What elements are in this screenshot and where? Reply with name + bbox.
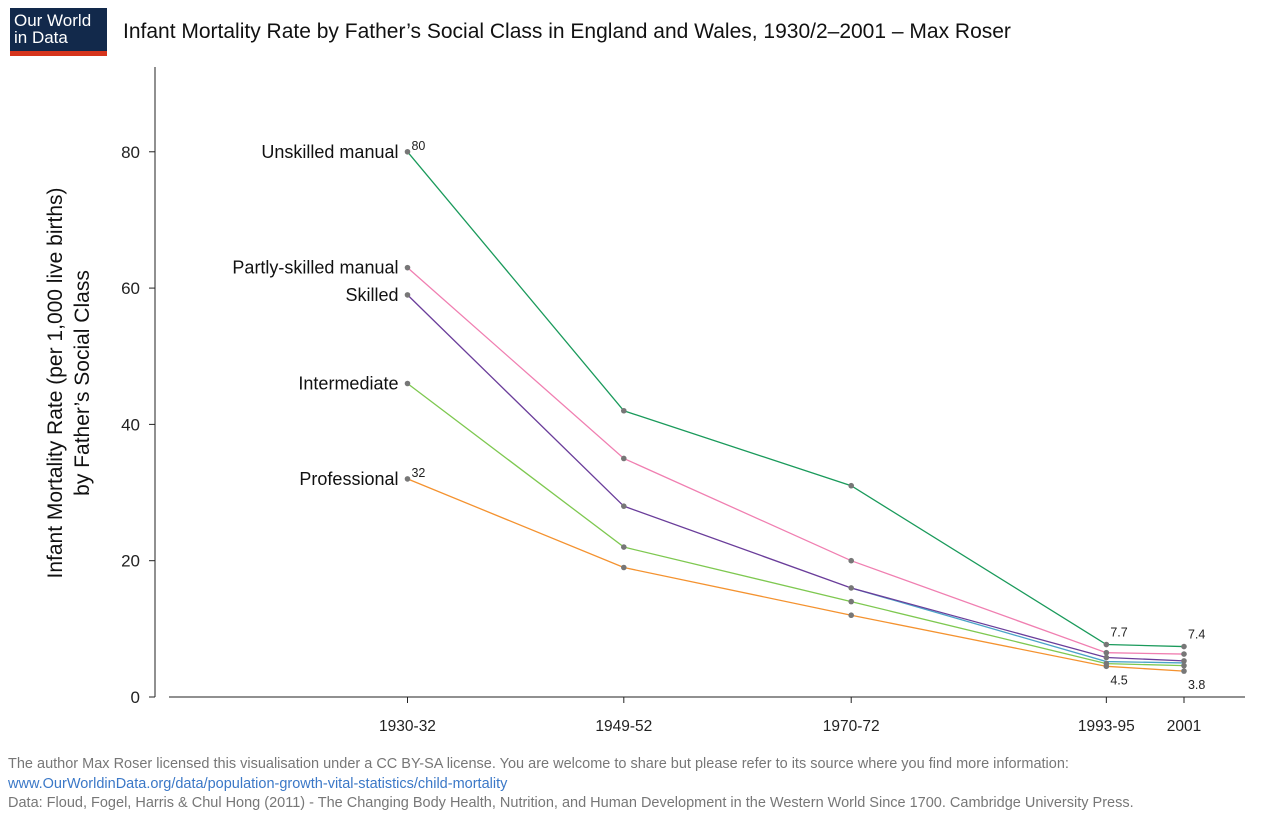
data-label: 80 <box>411 139 425 153</box>
data-point <box>404 148 411 155</box>
data-point <box>1181 658 1187 664</box>
series-line-0 <box>406 151 1185 648</box>
series-label: Partly-skilled manual <box>232 258 398 278</box>
chart-footer: The author Max Roser licensed this visua… <box>8 755 1272 814</box>
series-line-4 <box>407 478 1185 672</box>
y-tick-label: 60 <box>121 279 140 298</box>
data-point <box>848 598 855 605</box>
data-point <box>1103 649 1110 656</box>
series-label: Professional <box>299 469 398 489</box>
data-point <box>1181 668 1187 674</box>
chart-axes: 0 20 40 60 80 1930-32 1949-52 1970-72 1993-95 200… <box>44 67 1245 735</box>
data-label: 7.7 <box>1110 626 1127 640</box>
data-point <box>1181 651 1187 657</box>
data-point <box>848 482 855 489</box>
chart-labels: Unskilled manual Partly-skilled manual Ski… <box>232 139 1205 692</box>
data-point <box>848 612 855 619</box>
y-tick-label: 20 <box>121 552 140 571</box>
data-point <box>404 292 411 298</box>
x-tick-label: 1949-52 <box>595 718 652 735</box>
data-point <box>621 455 627 462</box>
logo-line-2: in Data <box>14 28 68 47</box>
x-tick-label: 2001 <box>1167 718 1201 735</box>
data-point <box>621 564 627 571</box>
owid-logo[interactable]: Our World in Data <box>10 8 107 56</box>
y-tick-label: 80 <box>121 143 140 162</box>
source-link[interactable]: www.OurWorldinData.org/data/population-g… <box>8 775 508 792</box>
x-tick-label: 1930-32 <box>379 718 436 735</box>
series-label: Unskilled manual <box>261 142 398 162</box>
license-text: The author Max Roser licensed this visua… <box>8 756 1069 772</box>
data-point <box>404 264 411 271</box>
data-point <box>404 476 411 482</box>
y-axis-title-line-2: by Father’s Social Class <box>71 270 94 496</box>
series-label: Intermediate <box>298 374 398 394</box>
x-tick-label: 1993-95 <box>1078 718 1135 735</box>
series-line-2 <box>407 294 1185 662</box>
data-label: 3.8 <box>1188 678 1205 692</box>
data-markers <box>404 148 1187 674</box>
series-label: Skilled <box>345 285 398 305</box>
data-point <box>1103 654 1110 661</box>
series-line-3 <box>407 382 1185 667</box>
data-point <box>1103 663 1110 670</box>
x-tick-label: 1970-72 <box>823 718 880 735</box>
y-tick-label: 0 <box>131 688 140 707</box>
logo-line-1: Our World <box>14 11 92 30</box>
data-point <box>621 503 627 509</box>
data-label: 4.5 <box>1110 673 1127 687</box>
data-point <box>1181 662 1187 669</box>
y-tick-label: 40 <box>121 415 140 434</box>
data-point <box>848 557 855 564</box>
data-point <box>1181 643 1187 650</box>
series-line-1 <box>407 267 1185 655</box>
data-label: 32 <box>411 466 425 480</box>
data-point <box>621 407 627 414</box>
y-axis-title: Infant Mortality Rate (per 1,000 live bi… <box>44 187 67 578</box>
series-lines <box>406 151 1185 672</box>
chart-title: Infant Mortality Rate by Father’s Social… <box>123 20 1011 43</box>
data-point <box>848 585 855 591</box>
data-source: Data: Floud, Fogel, Harris & Chul Hong (… <box>8 795 1134 811</box>
data-point <box>404 380 411 387</box>
data-point <box>1103 641 1110 648</box>
data-point <box>621 544 627 550</box>
data-label: 7.4 <box>1188 628 1205 642</box>
